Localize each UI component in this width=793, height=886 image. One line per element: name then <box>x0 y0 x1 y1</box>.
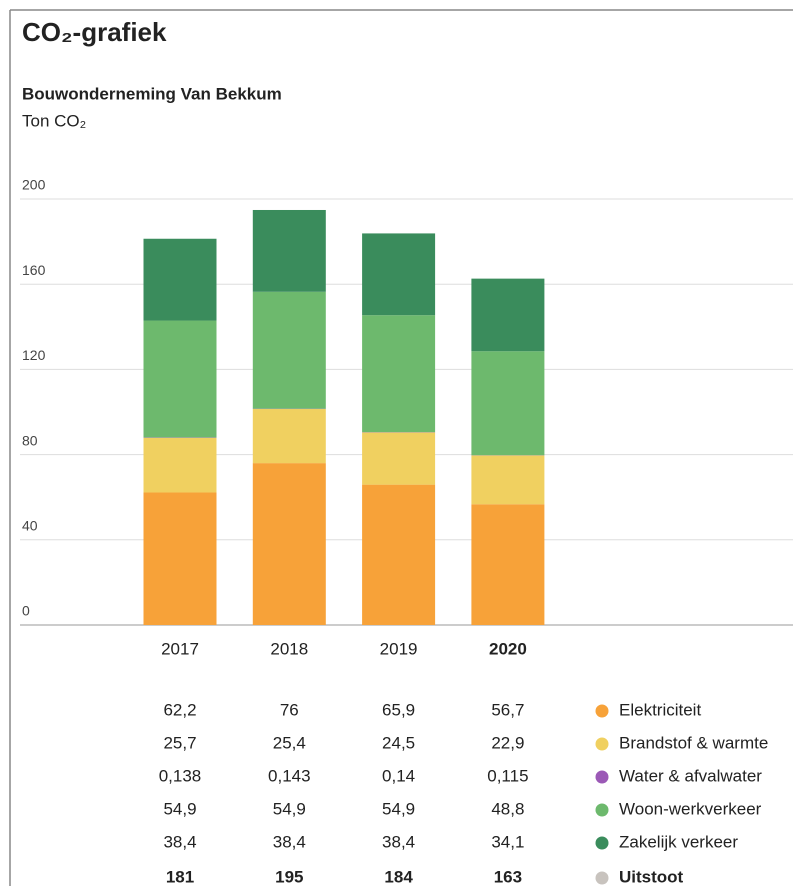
table-cell: 62,2 <box>163 700 196 719</box>
bar-segment <box>362 315 436 433</box>
y-tick-label: 80 <box>22 432 38 448</box>
bar-segment <box>143 238 217 321</box>
table-cell: 48,8 <box>491 799 524 818</box>
bar-segment <box>362 233 436 316</box>
table-cell: 22,9 <box>491 733 524 752</box>
table-cell: 25,7 <box>163 733 196 752</box>
bar-segment <box>143 492 217 625</box>
table-cell: 34,1 <box>491 832 524 851</box>
table-cell: 65,9 <box>382 700 415 719</box>
table-cell: 25,4 <box>273 733 306 752</box>
bar-segment <box>252 409 326 464</box>
chart-title: CO₂-grafiek <box>22 17 167 47</box>
table-cell: 56,7 <box>491 700 524 719</box>
total-cell: 195 <box>275 867 303 886</box>
legend-label: Brandstof & warmte <box>619 733 768 752</box>
table-cell: 54,9 <box>382 799 415 818</box>
y-tick-label: 200 <box>22 177 46 193</box>
legend-dot <box>595 871 609 885</box>
table-cell: 24,5 <box>382 733 415 752</box>
legend-dot <box>595 770 609 784</box>
y-tick-label: 40 <box>22 518 38 534</box>
legend-label: Uitstoot <box>619 867 684 886</box>
table-cell: 54,9 <box>273 799 306 818</box>
table-cell: 54,9 <box>163 799 196 818</box>
chart-subtitle: Bouwonderneming Van Bekkum <box>22 84 282 103</box>
table-cell: 38,4 <box>163 832 196 851</box>
x-tick-label: 2019 <box>380 639 418 658</box>
bar-segment <box>362 432 436 485</box>
table-cell: 38,4 <box>273 832 306 851</box>
legend-dot <box>595 803 609 817</box>
total-cell: 163 <box>494 867 522 886</box>
total-cell: 181 <box>166 867 194 886</box>
y-tick-label: 160 <box>22 262 46 278</box>
legend-label: Elektriciteit <box>619 700 701 719</box>
table-cell: 0,143 <box>268 766 311 785</box>
legend-dot <box>595 737 609 751</box>
bar-segment <box>471 351 545 456</box>
legend-label: Woon-werkverkeer <box>619 799 762 818</box>
bar-segment <box>471 455 545 505</box>
bar-segment <box>471 504 545 625</box>
bar-segment <box>252 291 326 409</box>
x-tick-label: 2020 <box>489 639 527 658</box>
y-tick-label: 120 <box>22 347 46 363</box>
legend-dot <box>595 836 609 850</box>
total-cell: 184 <box>384 867 413 886</box>
bar-segment <box>362 484 436 625</box>
x-tick-label: 2017 <box>161 639 199 658</box>
bar-segment <box>252 463 326 625</box>
y-axis-label: Ton CO₂ <box>22 111 86 130</box>
table-cell: 0,14 <box>382 766 415 785</box>
table-cell: 0,115 <box>487 766 528 785</box>
table-cell: 76 <box>280 700 299 719</box>
legend-label: Water & afvalwater <box>619 766 762 785</box>
bar-segment <box>143 437 217 493</box>
table-cell: 0,138 <box>159 766 202 785</box>
legend-dot <box>595 704 609 718</box>
table-cell: 38,4 <box>382 832 415 851</box>
y-tick-label: 0 <box>22 603 30 619</box>
bar-segment <box>143 320 217 438</box>
x-tick-label: 2018 <box>270 639 308 658</box>
bar-segment <box>471 278 545 352</box>
bar-segment <box>252 209 326 292</box>
legend-label: Zakelijk verkeer <box>619 832 738 851</box>
